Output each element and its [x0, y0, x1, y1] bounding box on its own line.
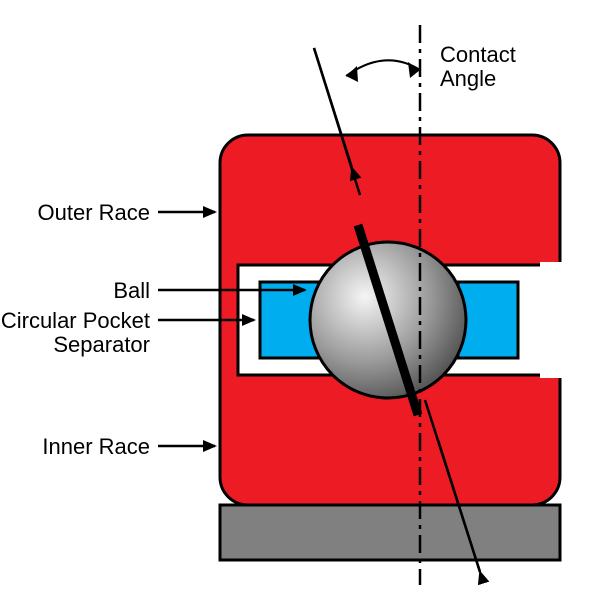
separator-label-2: Separator — [53, 332, 150, 357]
ball-label: Ball — [113, 278, 150, 303]
outer-race-label: Outer Race — [38, 200, 151, 225]
inner-race-base — [220, 505, 560, 560]
bearing-diagram: Contact Angle Outer Race Ball Circular P… — [0, 0, 600, 600]
contact-angle-label-2: Angle — [440, 66, 496, 91]
separator-label-1: Circular Pocket — [1, 308, 150, 333]
inner-race-label: Inner Race — [42, 434, 150, 459]
contact-angle-label-1: Contact — [440, 42, 516, 67]
